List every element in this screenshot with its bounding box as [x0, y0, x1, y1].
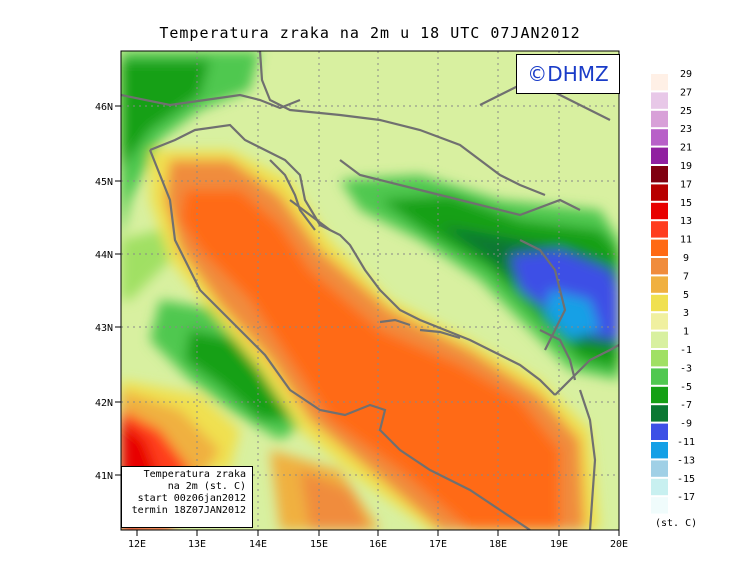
- lon-tick-label: 19E: [550, 539, 568, 550]
- map-title: Temperatura zraka na 2m u 18 UTC 07JAN20…: [159, 24, 581, 42]
- legend-label: 21: [680, 143, 692, 154]
- legend-swatch: [651, 350, 668, 367]
- lat-tick-label: 42N: [95, 398, 113, 409]
- legend-label: -3: [680, 363, 692, 374]
- legend-label: 5: [683, 290, 689, 301]
- legend-swatch: [651, 478, 668, 496]
- legend-swatch: [651, 460, 668, 477]
- legend-unit: (st. C): [655, 518, 698, 529]
- lon-tick-label: 16E: [369, 539, 387, 550]
- lon-tick-label: 17E: [429, 539, 447, 550]
- lon-tick-label: 13E: [188, 539, 206, 550]
- legend-label: 1: [683, 327, 689, 338]
- lon-tick-label: 18E: [489, 539, 507, 550]
- info-line: Temperatura zraka: [143, 469, 246, 480]
- legend-swatch: [651, 368, 668, 385]
- lon-tick-label: 15E: [310, 539, 328, 550]
- legend-label: -5: [680, 382, 692, 393]
- temperature-field: [121, 51, 619, 530]
- longitude-axis: 12E 13E 14E 15E 16E 17E 18E 19E 20E: [128, 530, 628, 550]
- legend-label: -11: [677, 437, 695, 448]
- info-line: termin 18Z07JAN2012: [131, 505, 246, 516]
- legend-label: -9: [680, 419, 692, 430]
- legend-swatch: [651, 239, 668, 256]
- legend-label: 19: [680, 161, 692, 172]
- coastlines-borders: [121, 51, 619, 530]
- legend-label: 3: [683, 308, 689, 319]
- legend-label: 27: [680, 87, 692, 98]
- lon-tick-label: 20E: [610, 539, 628, 550]
- legend-label: 17: [680, 179, 692, 190]
- legend-swatch: [651, 92, 668, 109]
- legend-swatch: [651, 313, 668, 330]
- legend-swatch: [651, 129, 668, 146]
- lat-tick-label: 43N: [95, 323, 113, 334]
- legend-label: -13: [677, 455, 695, 466]
- graticule: [121, 51, 619, 530]
- lat-tick-label: 46N: [95, 102, 113, 113]
- legend-swatch: [651, 221, 668, 238]
- legend-label: 7: [683, 271, 689, 282]
- legend-label: 15: [680, 198, 692, 209]
- lat-tick-label: 45N: [95, 177, 113, 188]
- legend-swatch: [651, 258, 668, 275]
- legend-swatch: [651, 202, 668, 220]
- latitude-axis: 46N 45N 44N 43N 42N 41N: [95, 102, 121, 482]
- legend-label: -7: [680, 400, 692, 411]
- legend-swatch: [651, 166, 668, 183]
- legend-swatch: [651, 331, 668, 348]
- info-line: na 2m (st. C): [167, 481, 246, 492]
- legend-label: -17: [677, 492, 695, 503]
- legend-label: -15: [677, 474, 695, 485]
- info-box: Temperatura zraka na 2m (st. C) start 00…: [121, 466, 253, 528]
- dhmz-logo: ©DHMZ: [516, 54, 620, 94]
- legend-label: 23: [680, 124, 692, 135]
- legend-swatch: [651, 184, 668, 201]
- legend-swatch: [651, 405, 668, 422]
- legend-swatch: [651, 386, 668, 404]
- legend-label: 13: [680, 216, 692, 227]
- legend-swatch: [651, 74, 668, 91]
- map-frame: [120, 50, 620, 531]
- legend-label: -1: [680, 345, 692, 356]
- legend-swatch: [651, 147, 668, 164]
- legend-swatch: [651, 294, 668, 312]
- legend-swatch: [651, 276, 668, 293]
- legend-swatch: [651, 497, 668, 514]
- legend-swatch: [651, 423, 668, 440]
- legend-label: 29: [680, 69, 692, 80]
- color-legend: 29 27 25 23 21 19 17 15 13 11 9 7 5 3 1 -1 -3 -5 -7 -9 -11 -1…: [651, 69, 695, 514]
- legend-swatch: [651, 442, 668, 459]
- info-line: start 00z06jan2012: [137, 493, 246, 504]
- lat-tick-label: 44N: [95, 250, 113, 261]
- legend-label: 25: [680, 106, 692, 117]
- legend-swatch: [651, 110, 668, 128]
- legend-label: 9: [683, 253, 689, 264]
- lon-tick-label: 12E: [128, 539, 146, 550]
- lat-tick-label: 41N: [95, 471, 113, 482]
- legend-label: 11: [680, 235, 692, 246]
- lon-tick-label: 14E: [249, 539, 267, 550]
